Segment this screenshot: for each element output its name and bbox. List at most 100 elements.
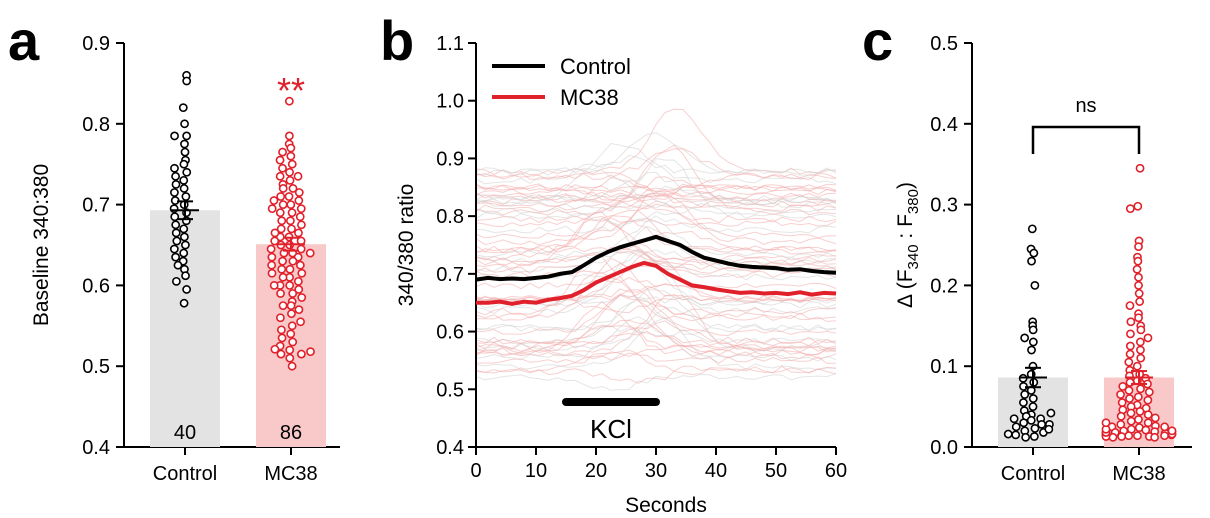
- data-point: [278, 163, 287, 173]
- data-point: [1101, 418, 1111, 428]
- data-point: [1021, 432, 1031, 442]
- n-label: 40: [174, 422, 196, 444]
- data-point: [1029, 432, 1039, 441]
- data-point: [1125, 204, 1135, 214]
- data-point: [267, 268, 277, 278]
- data-point: [180, 232, 189, 242]
- data-point: [179, 159, 189, 169]
- x-tick-label: 10: [525, 460, 547, 482]
- data-point: [276, 349, 286, 359]
- individual-trace: [476, 173, 836, 208]
- x-tick-label: MC38: [1112, 463, 1165, 485]
- individual-trace: [476, 294, 836, 352]
- x-tick-label: Control: [153, 463, 217, 485]
- y-tick-label: 0.8: [436, 206, 464, 228]
- data-point: [179, 298, 189, 308]
- data-point: [306, 347, 315, 357]
- data-point: [180, 119, 189, 129]
- data-point: [1132, 264, 1142, 274]
- y-tick-label: 0.7: [436, 264, 464, 286]
- y-tick-label: 0.6: [82, 275, 110, 297]
- y-tick-label: 1.0: [436, 91, 464, 113]
- data-point: [288, 337, 298, 347]
- data-point: [296, 244, 306, 254]
- data-point: [182, 76, 192, 86]
- data-point: [180, 147, 190, 157]
- data-point: [287, 224, 296, 234]
- data-point: [171, 276, 181, 286]
- data-point: [286, 329, 296, 339]
- individual-trace: [476, 183, 836, 202]
- panel-label-b: b: [380, 9, 414, 72]
- individual-trace: [476, 317, 836, 371]
- individual-trace: [476, 184, 836, 192]
- data-point: [182, 167, 192, 177]
- data-point: [1030, 424, 1040, 433]
- individual-trace: [476, 249, 836, 267]
- individual-trace: [476, 154, 836, 176]
- data-point: [286, 143, 296, 153]
- data-point: [1027, 345, 1036, 355]
- y-axis-label-part: 340: [905, 244, 922, 269]
- y-axis-label: Baseline 340:380: [30, 164, 53, 326]
- x-tick-label: 50: [765, 460, 787, 482]
- data-point: [171, 179, 181, 189]
- data-point: [1116, 390, 1125, 399]
- x-tick-label: 20: [585, 460, 607, 482]
- data-point: [1135, 407, 1145, 416]
- data-point: [294, 188, 304, 197]
- x-tick-label: 0: [470, 460, 481, 482]
- data-point: [276, 192, 286, 201]
- individual-trace: [476, 220, 836, 258]
- data-point: [1020, 333, 1030, 343]
- significance-label: ns: [1075, 95, 1096, 117]
- individual-trace: [476, 108, 836, 176]
- data-point: [297, 220, 306, 230]
- data-point: [285, 345, 295, 355]
- data-point: [287, 208, 297, 218]
- individual-trace: [476, 200, 836, 213]
- individual-trace: [476, 276, 836, 290]
- individual-trace: [476, 200, 836, 210]
- stimulus-label: KCl: [590, 414, 632, 444]
- y-axis-label-part: ): [894, 182, 917, 189]
- data-point: [278, 184, 288, 193]
- legend-label: MC38: [560, 85, 619, 110]
- data-point: [1118, 381, 1128, 391]
- data-point: [1124, 357, 1134, 367]
- data-point: [1135, 163, 1145, 173]
- individual-trace: [476, 319, 836, 347]
- panel-b: b 0.4 0.5 0.6 0.7 0.8 0.9 1.0 1.1 0 10 20 30 40 50 60 Se…: [380, 9, 847, 517]
- data-point: [1134, 242, 1143, 252]
- data-point: [181, 271, 190, 281]
- data-point: [173, 260, 183, 270]
- data-point: [275, 313, 285, 323]
- data-point: [288, 184, 298, 193]
- y-tick-label: 1.1: [436, 33, 464, 55]
- individual-trace: [476, 192, 836, 246]
- data-point: [179, 184, 189, 193]
- data-point: [1150, 432, 1160, 442]
- individual-trace: [476, 215, 836, 234]
- data-point: [287, 361, 297, 371]
- individual-trace: [476, 294, 836, 356]
- data-point: [171, 171, 180, 181]
- panel-a: a 0.4 0.5 0.6 0.7 0.8 0.9 Baseline 340:380 Contr…: [8, 9, 340, 485]
- panel-c: c 0.0 0.1 0.2 0.3 0.4 0.5 Δ (F340 : F380) Contro…: [862, 9, 1192, 485]
- data-point: [1141, 425, 1151, 435]
- data-point: [1134, 415, 1143, 424]
- data-point: [1150, 413, 1160, 423]
- y-axis-label-part: Δ (F: [894, 269, 917, 308]
- individual-trace: [476, 367, 836, 384]
- y-tick-label: 0.2: [930, 275, 958, 297]
- data-point: [181, 192, 191, 201]
- data-point: [1019, 398, 1028, 407]
- data-point: [277, 264, 287, 274]
- data-point: [296, 317, 305, 327]
- data-point: [1028, 325, 1038, 335]
- data-point: [267, 204, 277, 214]
- individual-trace: [476, 209, 836, 255]
- data-point: [180, 139, 189, 149]
- significance-bracket: [1031, 125, 1141, 154]
- y-tick-label: 0.4: [82, 437, 110, 459]
